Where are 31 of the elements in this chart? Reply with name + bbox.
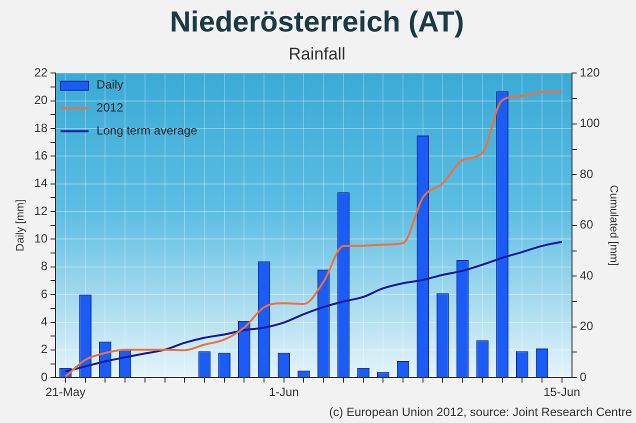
y-tick-label: 20 (34, 93, 48, 108)
y-tick-label: 10 (34, 232, 48, 246)
x-tick-label: 15-Jun (544, 385, 580, 400)
legend-label: Long term average (96, 124, 198, 138)
line-series (64, 240, 563, 373)
text: (c) European Union 2012, source: Joint Research Centre (329, 405, 632, 419)
x-tick-label: 1-Jun (268, 385, 299, 400)
y2-tick-label: 100 (580, 116, 600, 130)
chart-title: Niederösterreich (AT) (170, 6, 464, 38)
y2-tick-label: 80 (580, 166, 594, 181)
chart-subtitle: Rainfall (288, 44, 346, 64)
y2-tick-label: 0 (580, 370, 587, 384)
y2-axis-title: Cumulated [mm] (607, 185, 620, 266)
y-tick-label: 12 (34, 204, 48, 218)
legend-label: Daily (96, 78, 124, 92)
y2-tick-label: 20 (580, 319, 594, 334)
y-tick-label: 6 (40, 286, 48, 301)
y-tick-label: 14 (34, 176, 48, 190)
y-tick-label: 2 (40, 342, 48, 356)
y-tick-label: 18 (34, 120, 48, 135)
y-tick-label: 16 (34, 148, 48, 163)
legend-label: 2012 (96, 100, 124, 115)
y2-tick-label: 40 (580, 268, 594, 282)
y-tick-label: 4 (40, 314, 48, 329)
y-axis-title: Daily [mm] (14, 199, 27, 252)
y-tick-label: 0 (40, 370, 48, 384)
y2-tick-label: 60 (580, 218, 594, 232)
y-tick-label: 8 (40, 259, 48, 274)
x-tick-label: 21-May (45, 385, 86, 400)
y2-tick-label: 120 (580, 66, 600, 80)
y-tick-label: 22 (34, 66, 48, 80)
